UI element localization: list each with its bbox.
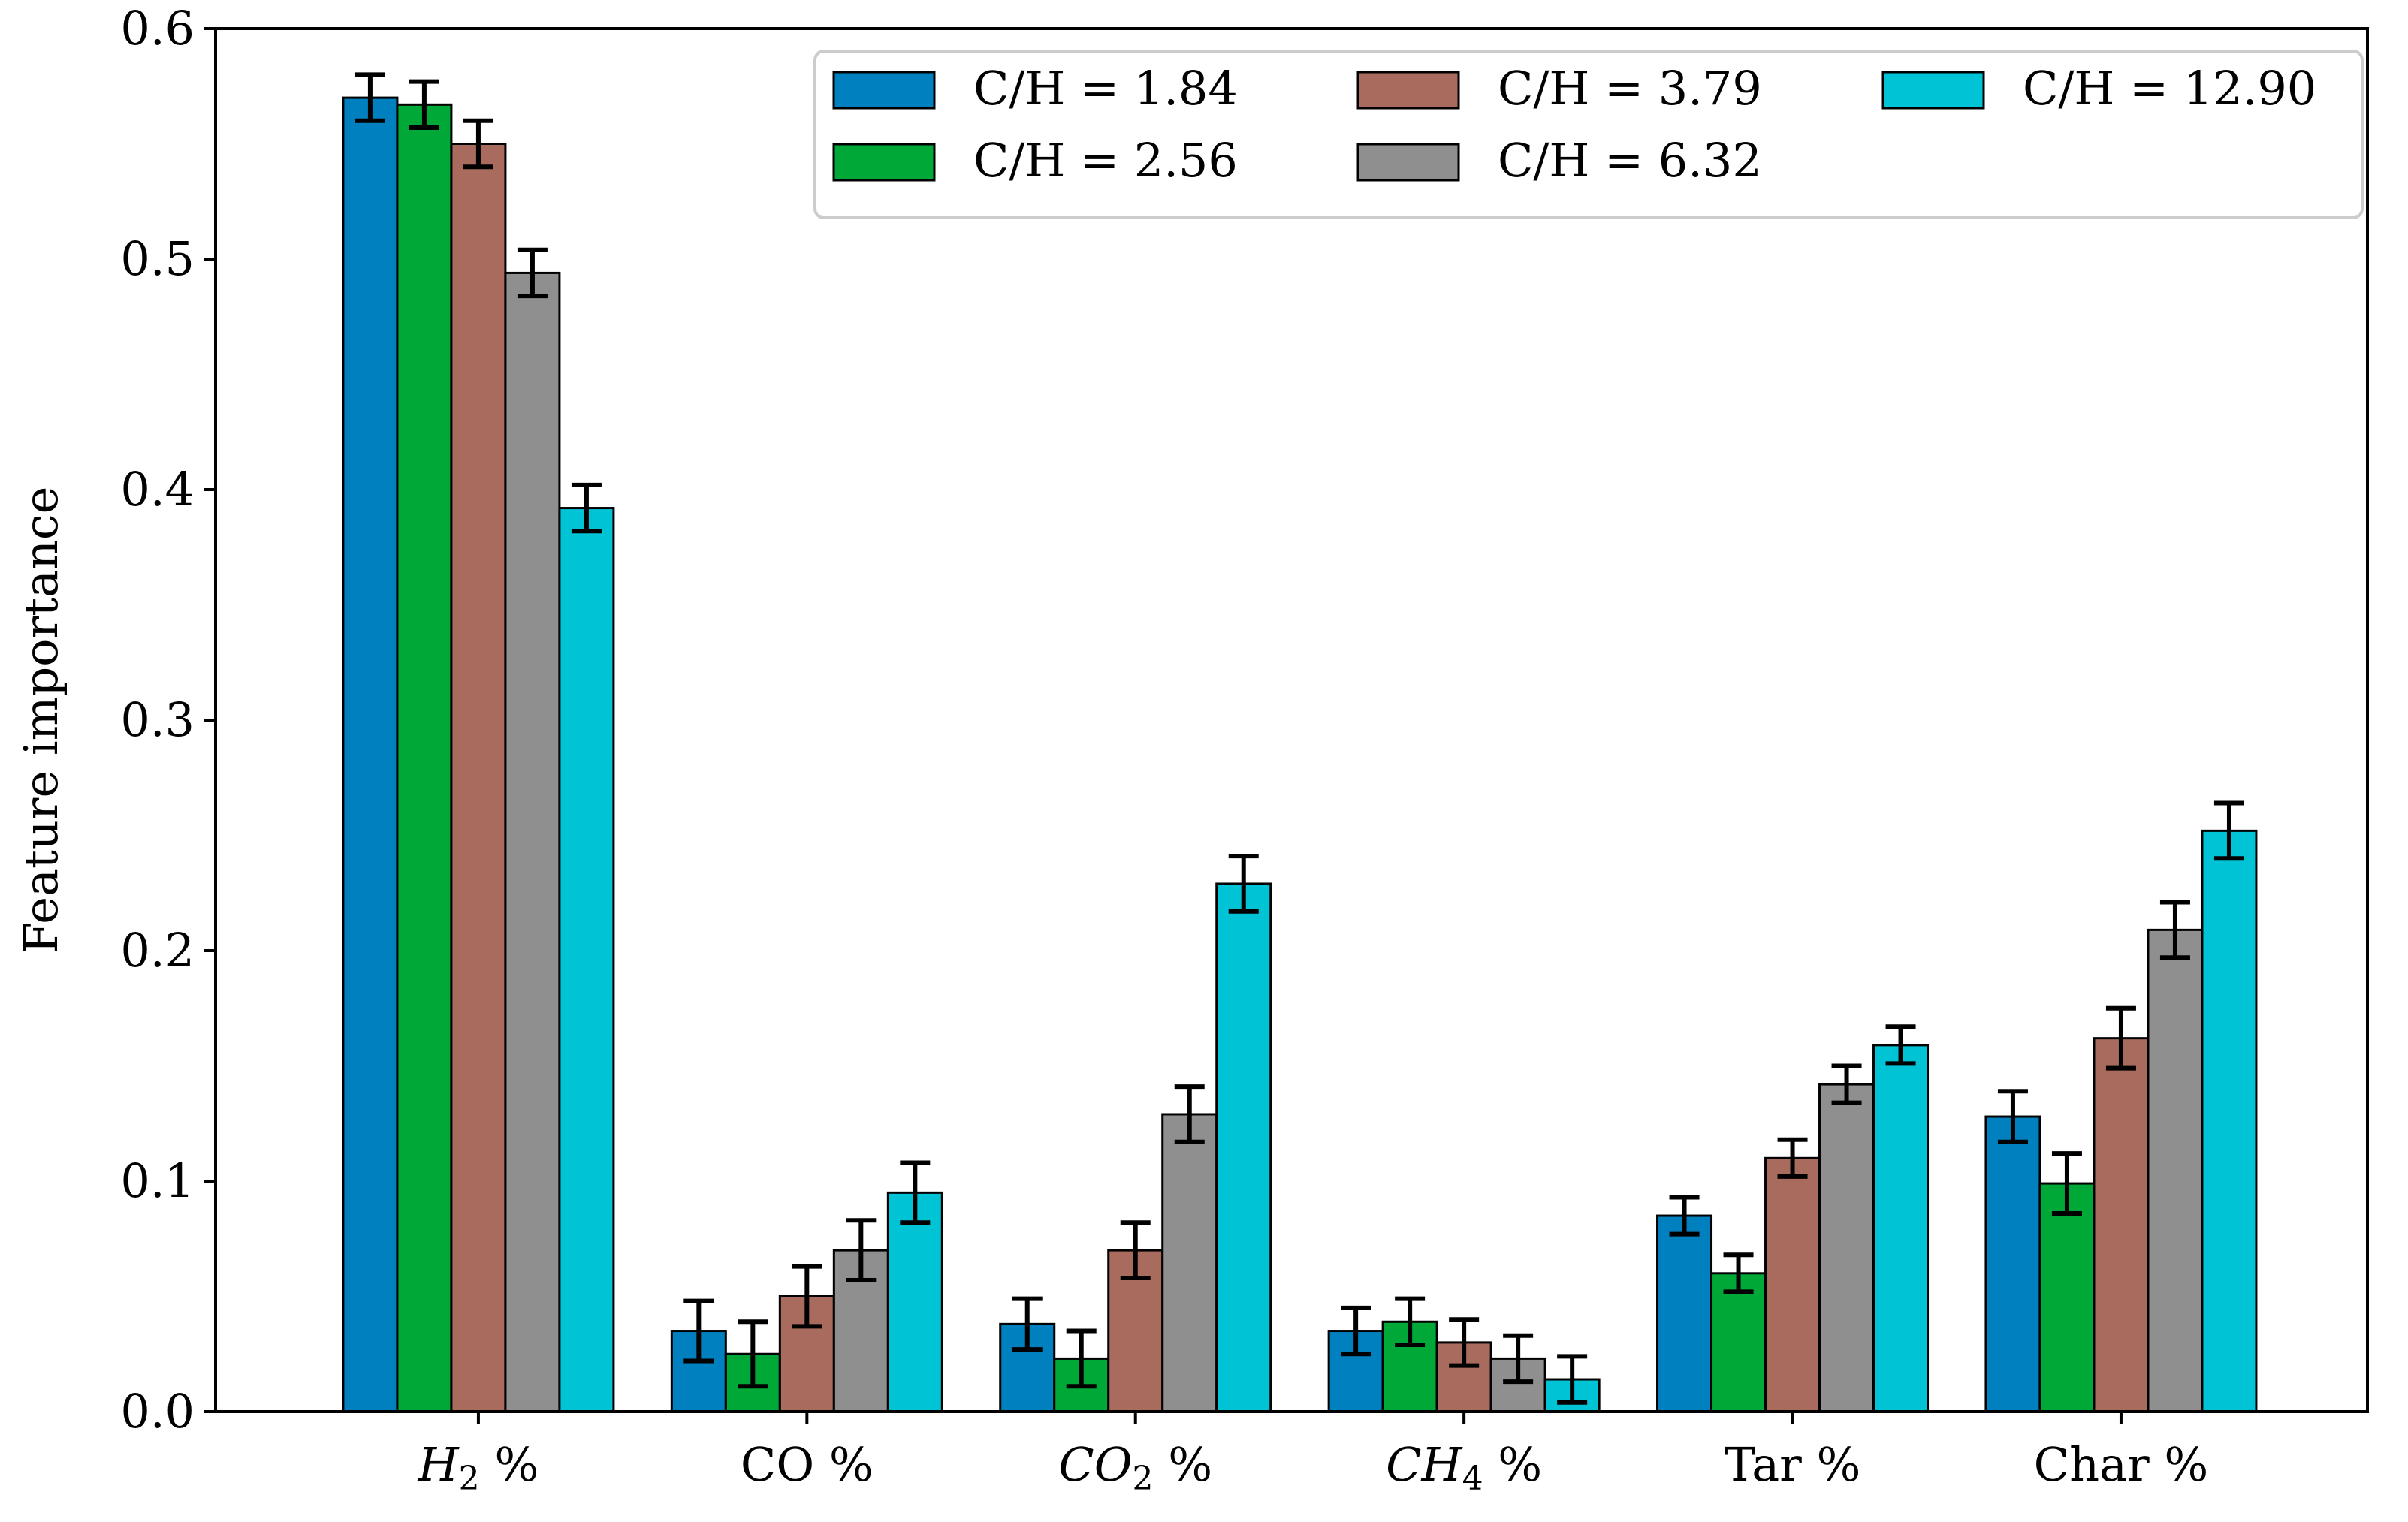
x-tick-label-3: CO2 % [1058,1437,1212,1498]
bars-layer [342,96,2258,1413]
x-tick-label-2: CO % [741,1437,874,1492]
bar-5-6 [2201,829,2258,1413]
x-tick-label-subscript-3: 2 [1133,1460,1154,1498]
x-tick-label-subscript-1: 2 [459,1460,480,1498]
y-tick-label-6: 0.5 [120,231,195,286]
legend-label-5: C/H = 12.90 [2023,61,2316,116]
error-bars-layer [355,72,2244,1405]
legend-label-2: C/H = 2.56 [973,133,1238,188]
bar-4-5 [1818,1083,1875,1413]
x-tick-label-main-1: H [418,1437,460,1492]
y-tick-label-3: 0.2 [120,923,195,978]
x-tick-label-4: CH4 % [1386,1437,1542,1498]
x-tick-label-5: Tar % [1725,1437,1861,1492]
x-tick-label-main-6: Char % [2034,1437,2209,1492]
legend-swatch-1 [832,71,936,110]
x-tick-label-main-4: CH [1386,1437,1463,1492]
y-tick-label-5: 0.4 [120,462,195,517]
x-tick-label-6: Char % [2034,1437,2209,1492]
bar-2-1 [396,103,453,1413]
legend-label-3: C/H = 3.79 [1498,61,1762,116]
x-tick-label-main-5: Tar % [1725,1437,1861,1492]
y-tick-label-2: 0.1 [120,1153,195,1208]
bar-3-6 [2093,1037,2150,1413]
legend-label-4: C/H = 6.32 [1498,133,1762,188]
x-tick-label-subscript-4: 4 [1462,1460,1483,1498]
x-tick-label-1: H2 % [418,1437,539,1498]
legend-label-1: C/H = 1.84 [973,61,1238,116]
y-tick-label-7: 0.6 [120,1,195,56]
bar-3-1 [450,143,507,1413]
bar-1-1 [342,96,399,1413]
x-tick-label-suffix-4: % [1483,1437,1543,1492]
legend-swatch-5 [1881,71,1985,110]
bar-5-1 [558,507,615,1413]
bar-4-1 [504,271,561,1413]
x-tick-label-suffix-1: % [480,1437,539,1492]
legend-swatch-3 [1356,71,1460,110]
bar-5-5 [1872,1044,1930,1413]
x-tick-label-suffix-3: % [1154,1437,1213,1492]
bar-4-3 [1161,1113,1218,1413]
bar-2-5 [1710,1272,1767,1413]
legend-swatch-4 [1356,143,1460,182]
y-tick-label-1: 0.0 [120,1384,195,1439]
y-tick-label-4: 0.3 [120,692,195,747]
bar-4-6 [2147,928,2204,1413]
bar-5-2 [886,1191,943,1413]
bar-1-5 [1656,1214,1713,1413]
bar-5-3 [1215,882,1272,1413]
bar-2-6 [2038,1182,2096,1413]
x-tick-label-main-2: CO % [741,1437,874,1492]
legend: C/H = 1.84 C/H = 2.56 C/H = 3.79 C/H = 6.32… [813,50,2364,219]
axes-layer: 0.0 0.1 0.2 0.3 0.4 0.5 0.6 Feature importance H… [14,1,2369,1498]
legend-swatch-2 [832,143,936,182]
bar-3-5 [1764,1156,1821,1413]
x-tick-label-main-3: CO [1058,1437,1132,1492]
y-axis-label: Feature importance [14,487,68,954]
bar-1-6 [1984,1115,2041,1413]
